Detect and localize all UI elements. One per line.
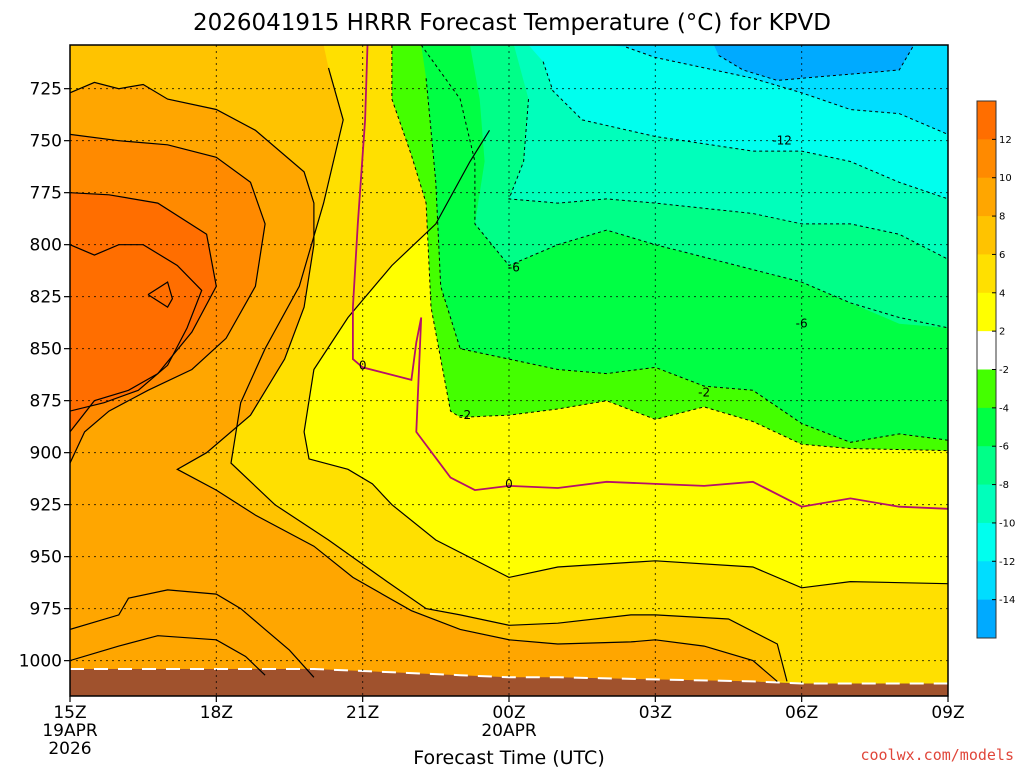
freezing-contour-0 [352,45,948,510]
solid-contour-5 [70,635,266,676]
x-tick-label-00Z: 00Z [492,703,525,723]
colorbar-label-3: 6 [999,250,1005,261]
contour-labels: -2 -6 -6 -2 -12 0 0 [359,134,808,491]
x-tick-label-03Z: 03Z [639,703,672,723]
y-tick-label-900: 900 [30,444,62,464]
colorbar-band-6 [977,331,996,370]
colorbar-label-12: -14 [999,595,1015,606]
y-tick-label-1000: 1000 [19,652,62,672]
contour-lines [70,45,948,682]
y-tick-label-850: 850 [30,340,62,360]
y-axis: 725 750 775 800 825 850 875 900 925 950 975 1000 [19,80,70,672]
y-tick-label-950: 950 [30,548,62,568]
colorbar-band-7 [977,369,996,409]
colorbar-band-8 [977,407,996,447]
x-tick-label-15Z: 15Z [53,703,86,723]
solid-contour-4 [70,133,266,464]
contour-label-5: 0 [359,358,367,372]
colorbar-band-0 [977,101,996,140]
dashed-contour-7 [625,46,948,135]
y-tick-label-775: 775 [30,184,62,204]
colorbar-label-6: -2 [999,365,1009,376]
chart-title: 2026041915 HRRR Forecast Temperature (°C… [193,10,831,36]
contour-label-4: -12 [772,134,792,148]
solid-contour-0 [303,129,948,589]
colorbar-label-10: -10 [999,518,1015,529]
solid-contour-8 [147,281,174,308]
colorbar-label-2: 8 [999,212,1005,223]
y-tick-label-800: 800 [30,236,62,256]
x-tick-label-06Z: 06Z [785,703,818,723]
contour-label-3: -2 [698,385,710,399]
colorbar-band-3 [977,216,996,255]
y-tick-label-750: 750 [30,132,62,152]
solid-contour-2 [70,81,778,682]
colorbar-label-11: -12 [999,557,1015,568]
colorbar-band-1 [977,139,996,179]
dashed-contour-4 [542,61,948,200]
dashed-contour-0 [391,45,948,452]
contour-label-2: -6 [796,317,808,331]
dashed-contour-1 [420,45,948,329]
colorbar-band-9 [977,446,996,486]
colorbar-band-12 [977,561,996,601]
dashed-contour-5 [508,99,948,260]
x-year-label: 2026 [48,739,91,759]
y-tick-label-875: 875 [30,392,62,412]
colorbar-label-4: 4 [999,288,1005,299]
x-date-label-19APR: 19APR [42,721,98,741]
contour-label-6: 0 [505,477,513,491]
contour-label-0: -2 [459,408,471,422]
colorbar-label-8: -6 [999,442,1009,453]
colorbar-band-2 [977,177,996,217]
solid-contour-1 [230,67,788,682]
solid-contour-6 [70,192,217,433]
colorbar-label-1: 10 [999,173,1012,184]
colorbar-band-4 [977,254,996,294]
x-tick-label-09Z: 09Z [931,703,964,723]
x-date-label-20APR: 20APR [481,721,537,741]
terrain-surface-line [70,668,948,685]
x-axis-label: Forecast Time (UTC) [413,747,604,768]
credit-text: coolwx.com/models [860,746,1014,764]
y-tick-label-725: 725 [30,80,62,100]
colorbar-label-7: -4 [999,403,1009,414]
x-tick-label-18Z: 18Z [200,703,233,723]
colorbar-label-5: 2 [999,327,1005,338]
y-tick-label-825: 825 [30,288,62,308]
solid-contour-3 [70,589,315,678]
colorbar-band-10 [977,484,996,524]
x-tick-label-21Z: 21Z [346,703,379,723]
contour-label-1: -6 [508,261,520,275]
colorbar-label-9: -8 [999,480,1009,491]
colorbar-band-11 [977,522,996,562]
y-tick-label-975: 975 [30,600,62,620]
solid-contour-7 [70,244,203,412]
colorbar-label-0: 12 [999,135,1012,146]
colorbar-band-13 [977,599,996,639]
y-tick-label-925: 925 [30,496,62,516]
colorbar: 12 10 8 6 4 2 -2 -4 -6 -8 -10 -12 -14 [976,100,1015,639]
temp-region-neg14-13 [713,45,914,81]
colorbar-band-5 [977,292,996,332]
dashed-contour-6 [425,78,948,443]
